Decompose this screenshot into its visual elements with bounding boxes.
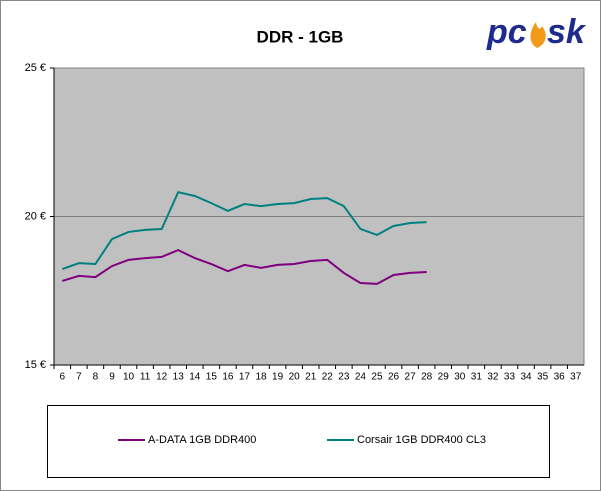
x-tick-label: 29 xyxy=(438,372,450,383)
x-tick-label: 10 xyxy=(123,372,135,383)
legend-box xyxy=(47,405,550,478)
x-tick-label: 14 xyxy=(189,372,201,383)
x-tick-label: 9 xyxy=(109,372,115,383)
x-tick-label: 6 xyxy=(60,372,66,383)
series-line xyxy=(61,248,427,285)
logo-flame xyxy=(530,22,546,48)
legend-label: Corsair 1GB DDR400 CL3 xyxy=(357,434,486,446)
x-tick-label: 27 xyxy=(405,372,417,383)
x-tick-label: 25 xyxy=(371,372,383,383)
logo-text: pc xyxy=(486,13,527,51)
logo-text: sk xyxy=(547,13,587,51)
y-tick-label: 25 € xyxy=(25,62,46,74)
series-line xyxy=(61,190,427,271)
x-tick-label: 31 xyxy=(471,372,483,383)
legend-label: A-DATA 1GB DDR400 xyxy=(148,434,256,446)
x-tick-label: 36 xyxy=(554,372,566,383)
x-tick-label: 28 xyxy=(421,372,433,383)
x-tick-label: 37 xyxy=(570,372,582,383)
logo: pc sk xyxy=(486,13,587,51)
x-tick-label: 12 xyxy=(156,372,168,383)
x-tick-label: 16 xyxy=(222,372,234,383)
x-tick-label: 11 xyxy=(140,372,151,383)
y-tick-label: 15 € xyxy=(25,359,46,371)
x-tick-label: 26 xyxy=(388,372,400,383)
x-tick-label: 18 xyxy=(255,372,267,383)
x-tick-label: 32 xyxy=(487,372,499,383)
x-tick-label: 21 xyxy=(305,372,317,383)
x-tick-label: 20 xyxy=(289,372,301,383)
x-tick-label: 8 xyxy=(93,372,99,383)
x-tick-label: 35 xyxy=(537,372,549,383)
x-tick-label: 24 xyxy=(355,372,367,383)
x-tick-label: 15 xyxy=(206,372,218,383)
x-tick-label: 34 xyxy=(520,372,532,383)
x-tick-label: 13 xyxy=(173,372,185,383)
x-tick-label: 23 xyxy=(338,372,350,383)
y-tick-label: 20 € xyxy=(25,210,46,222)
chart-title: DDR - 1GB xyxy=(257,27,344,46)
x-tick-label: 22 xyxy=(322,372,334,383)
x-tick-label: 30 xyxy=(454,372,466,383)
x-tick-label: 19 xyxy=(272,372,284,383)
x-tick-label: 17 xyxy=(239,372,251,383)
x-tick-label: 7 xyxy=(76,372,82,383)
x-tick-label: 33 xyxy=(504,372,516,383)
